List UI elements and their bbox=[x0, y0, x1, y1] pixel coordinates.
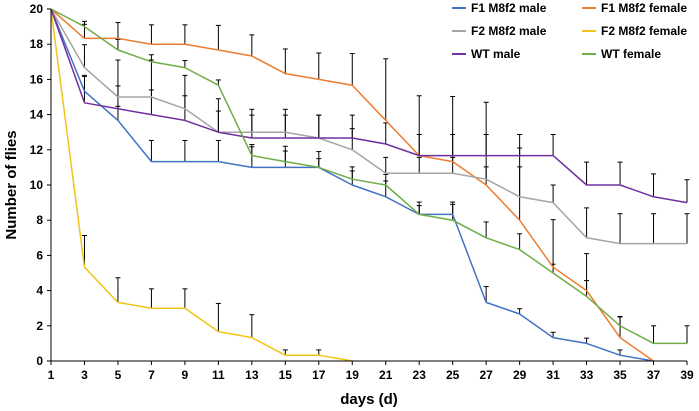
series-line-1 bbox=[50, 8, 654, 362]
y-tick-label: 20 bbox=[30, 2, 44, 16]
legend: F1 M8f2 male F1 M8f2 female F2 M8f2 male F2… bbox=[452, 1, 687, 61]
series-line-2 bbox=[50, 8, 654, 362]
x-tick-label: 39 bbox=[680, 368, 694, 382]
series-line-4 bbox=[50, 8, 353, 362]
x-tick-label: 15 bbox=[279, 368, 293, 382]
series-line-5 bbox=[50, 8, 688, 204]
error-bars bbox=[81, 20, 690, 356]
x-tick-label: 31 bbox=[546, 368, 560, 382]
x-tick-label: 33 bbox=[580, 368, 594, 382]
x-tick-label: 29 bbox=[513, 368, 527, 382]
x-tick-label: 27 bbox=[479, 368, 493, 382]
series-line-3 bbox=[50, 8, 687, 245]
x-tick-label: 1 bbox=[48, 368, 55, 382]
x-tick-label: 19 bbox=[346, 368, 360, 382]
legend-label: F2 M8f2 female bbox=[601, 24, 687, 38]
legend-label: F2 M8f2 male bbox=[471, 24, 547, 38]
y-tick-label: 0 bbox=[36, 354, 43, 368]
x-tick-label: 21 bbox=[379, 368, 393, 382]
y-tick-label: 14 bbox=[30, 108, 44, 122]
x-tick-label: 23 bbox=[413, 368, 427, 382]
x-tick-label: 5 bbox=[115, 368, 122, 382]
y-tick-label: 4 bbox=[36, 284, 43, 298]
legend-label: WT female bbox=[601, 47, 661, 61]
x-tick-label: 9 bbox=[182, 368, 189, 382]
x-tick-label: 35 bbox=[613, 368, 627, 382]
legend-label: F1 M8f2 male bbox=[471, 1, 547, 15]
legend-label: F1 M8f2 female bbox=[601, 1, 687, 15]
x-tick-label: 13 bbox=[245, 368, 259, 382]
x-tick-label: 37 bbox=[647, 368, 661, 382]
x-axis-title: days (d) bbox=[340, 391, 398, 408]
y-tick-label: 10 bbox=[30, 178, 44, 192]
series-line-6 bbox=[50, 8, 687, 345]
y-tick-label: 18 bbox=[30, 37, 44, 51]
x-tick-label: 3 bbox=[81, 368, 88, 382]
x-tick-label: 17 bbox=[312, 368, 326, 382]
y-tick-label: 2 bbox=[36, 319, 43, 333]
y-axis-title: Number of flies bbox=[3, 130, 20, 239]
y-tick-label: 8 bbox=[36, 213, 43, 227]
x-tick-label: 25 bbox=[446, 368, 460, 382]
y-tick-label: 16 bbox=[30, 72, 44, 86]
y-tick-label: 6 bbox=[36, 248, 43, 262]
y-tick-label: 12 bbox=[30, 143, 44, 157]
x-tick-label: 11 bbox=[212, 368, 225, 382]
legend-label: WT male bbox=[471, 47, 521, 61]
series-lines bbox=[50, 8, 688, 362]
x-tick-label: 7 bbox=[148, 368, 155, 382]
